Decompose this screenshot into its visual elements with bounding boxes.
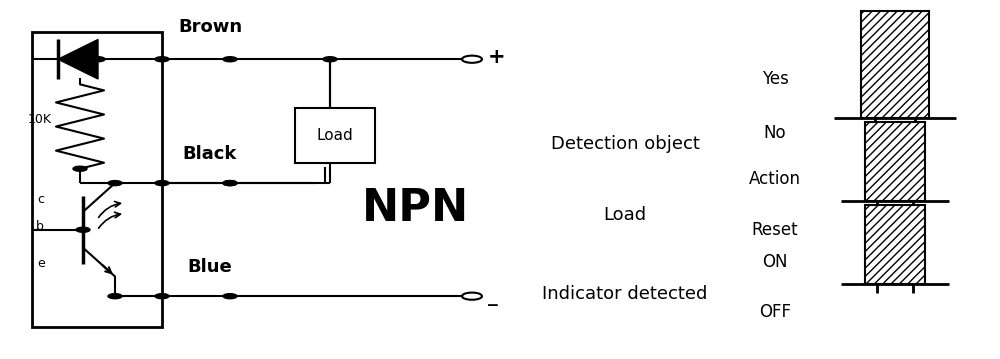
Circle shape [223,181,237,186]
Text: 10K: 10K [28,113,52,126]
Text: Brown: Brown [178,18,242,36]
Text: Detection object: Detection object [551,135,699,153]
Circle shape [223,181,237,186]
Text: NPN: NPN [361,187,469,230]
Text: Blue: Blue [188,258,232,276]
Text: Indicator detected: Indicator detected [542,285,708,303]
Circle shape [76,227,90,232]
Circle shape [91,57,105,62]
Circle shape [462,293,482,300]
Text: ON: ON [762,253,788,271]
Text: Load: Load [317,128,353,143]
Circle shape [155,57,169,62]
Text: OFF: OFF [759,303,791,321]
Text: _: _ [488,287,498,306]
Circle shape [73,166,87,171]
Polygon shape [58,39,98,79]
Circle shape [462,56,482,63]
Text: Load: Load [603,206,647,224]
Text: No: No [764,124,786,142]
Circle shape [155,294,169,299]
Circle shape [223,294,237,299]
Text: NO: NO [880,0,910,4]
Circle shape [108,294,122,299]
Circle shape [323,57,337,62]
Text: Action: Action [749,171,801,188]
Text: b: b [36,220,44,233]
Text: e: e [37,257,45,270]
Circle shape [155,181,169,186]
Bar [32,32,162,327]
Circle shape [223,57,237,62]
Text: Reset: Reset [752,221,798,239]
Text: +: + [488,47,506,67]
Bar [865,205,925,284]
Text: c: c [38,193,44,206]
Text: Black: Black [183,145,237,163]
Text: Yes: Yes [762,70,788,88]
Bar [295,108,375,163]
Bar [865,122,925,201]
Bar [861,11,929,118]
Circle shape [108,181,122,186]
